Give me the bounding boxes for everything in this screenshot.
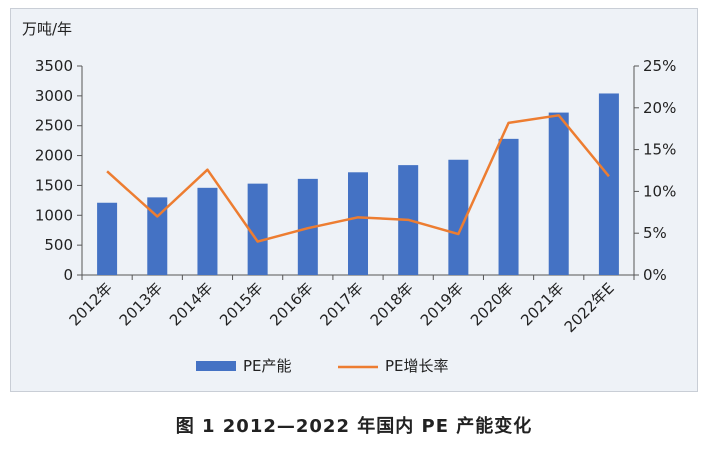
bar-2020年 xyxy=(498,138,519,275)
x-tick-label: 2021年 xyxy=(517,279,567,329)
left-tick-label: 500 xyxy=(44,236,73,254)
left-tick-label: 1000 xyxy=(35,206,73,224)
x-tick-label: 2012年 xyxy=(66,279,116,329)
right-tick-label: 25% xyxy=(643,57,676,75)
right-tick-label: 20% xyxy=(643,99,676,117)
left-tick-label: 1500 xyxy=(35,176,73,194)
x-tick-label: 2019年 xyxy=(417,279,467,329)
x-tick-label: 2015年 xyxy=(216,279,266,329)
bar-2014年 xyxy=(197,187,218,275)
x-tick-label: 2014年 xyxy=(166,279,216,329)
legend-swatch-bar xyxy=(196,361,236,371)
x-tick-label: 2022年E xyxy=(561,279,618,336)
bar-2019年 xyxy=(448,159,469,275)
left-tick-label: 0 xyxy=(63,266,73,284)
bar-2017年 xyxy=(348,172,368,275)
right-tick-label: 15% xyxy=(643,141,676,159)
x-tick-label: 2020年 xyxy=(467,279,517,329)
right-tick-label: 10% xyxy=(643,182,676,200)
bar-2022年E xyxy=(598,93,619,276)
bar-2012年 xyxy=(97,202,118,275)
legend-label-bar: PE产能 xyxy=(243,357,292,375)
bar-2013年 xyxy=(147,197,168,275)
right-tick-label: 0% xyxy=(643,266,667,284)
figure-caption: 图 1 2012—2022 年国内 PE 产能变化 xyxy=(175,416,533,437)
left-tick-label: 3500 xyxy=(35,57,73,75)
left-tick-label: 2000 xyxy=(35,147,73,165)
y-unit-label: 万吨/年 xyxy=(22,20,72,38)
x-tick-label: 2013年 xyxy=(116,279,166,329)
x-tick-label: 2016年 xyxy=(266,279,316,329)
left-tick-label: 2500 xyxy=(35,117,73,135)
x-tick-label: 2018年 xyxy=(367,279,417,329)
x-tick-label: 2017年 xyxy=(316,279,366,329)
bar-2015年 xyxy=(247,183,268,275)
right-tick-label: 5% xyxy=(643,224,667,242)
legend-label-line: PE增长率 xyxy=(385,357,449,375)
bar-2021年 xyxy=(548,112,569,275)
left-tick-label: 3000 xyxy=(35,87,73,105)
